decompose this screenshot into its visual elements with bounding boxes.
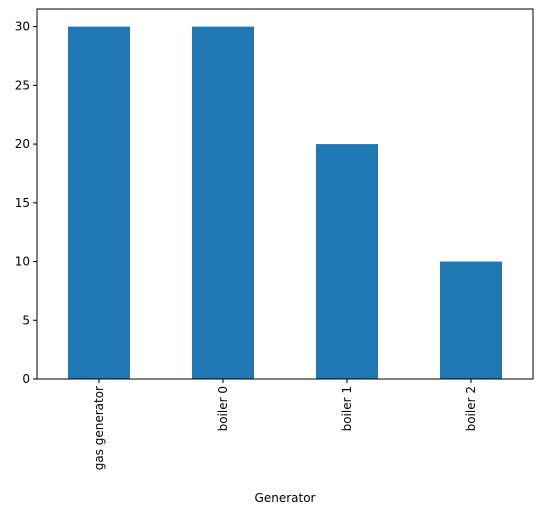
- bar-0: [68, 26, 130, 380]
- bar-3: [440, 261, 502, 379]
- bars: [68, 26, 502, 380]
- y-tick-label: 10: [15, 255, 30, 269]
- y-tick-label: 25: [15, 78, 30, 92]
- bar-2: [316, 144, 378, 379]
- y-tick-label: 15: [15, 196, 30, 210]
- x-tick-label: boiler 0: [216, 386, 230, 431]
- x-tick-label: gas generator: [92, 386, 106, 470]
- y-tick-label: 0: [22, 372, 30, 386]
- y-tick-label: 5: [22, 313, 30, 327]
- x-axis-label: Generator: [255, 491, 316, 505]
- x-tick-label: boiler 1: [340, 386, 354, 431]
- bar-1: [192, 26, 254, 380]
- y-tick-label: 30: [15, 20, 30, 34]
- plot-frame: [36, 8, 534, 380]
- y-tick-label: 20: [15, 137, 30, 151]
- x-tick-label: boiler 2: [464, 386, 478, 431]
- axis-ticks: gas generator boiler 0 boiler 1 boiler 2 0 5 1…: [15, 20, 478, 471]
